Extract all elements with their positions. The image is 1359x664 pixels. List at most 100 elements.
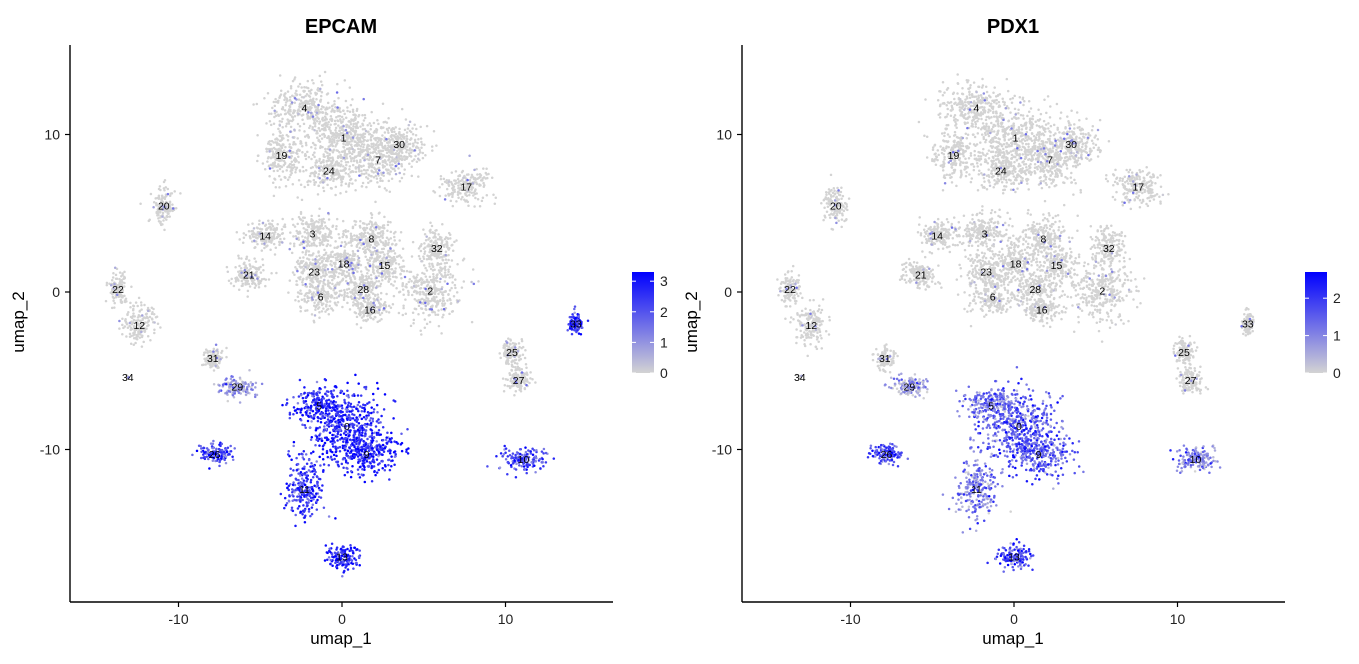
cell-point [471,268,475,271]
cell-point [443,280,447,283]
cell-point [375,177,379,180]
cell-point [425,280,429,283]
cell-point [267,155,270,159]
cell-point [370,223,374,226]
cell-point [135,338,139,341]
cell-point [293,165,296,169]
cell-point [273,115,276,119]
cell-point [510,368,513,372]
cell-point [372,297,376,301]
cell-point [295,279,298,283]
cell-point [295,89,298,93]
cell-point [387,137,391,141]
cell-point [327,255,330,258]
cell-point [318,228,321,231]
cell-point [353,291,357,295]
cell-point [425,278,429,281]
cell-point [400,133,403,137]
cell-point [529,371,532,374]
cell-point [440,285,444,289]
cell-point [295,229,298,233]
cell-point [301,144,304,148]
cell-point [371,292,375,295]
cell-point [111,276,115,279]
cell-point [385,151,389,155]
cell-point [323,386,327,389]
cell-point [390,256,394,260]
cell-point [405,131,409,134]
cell-point [322,217,325,221]
cell-point [334,292,337,296]
cell-point [394,270,397,273]
cell-point [350,159,353,163]
cell-point [345,123,348,127]
cell-point [478,175,482,179]
cell-point [278,96,281,100]
cell-point [460,170,464,174]
cell-point [342,142,345,146]
cell-point [289,113,292,117]
cell-point [283,98,286,102]
cell-point [310,242,314,245]
cell-point [426,283,430,286]
cell-point [119,280,122,283]
cell-point [312,102,316,106]
cell-point [311,153,315,157]
cell-point [383,273,386,276]
cell-point [479,184,482,187]
cell-point [503,384,507,387]
cell-point [314,93,318,96]
cell-point [340,253,343,256]
cell-point [267,140,271,144]
cell-point [166,187,170,191]
cell-point [359,233,363,237]
cell-point [313,221,316,224]
cell-point [382,243,386,246]
cell-point [294,158,298,161]
cell-point [241,241,245,244]
cell-point [112,299,115,302]
cell-point [158,185,162,188]
cell-point [235,231,239,234]
cell-point [326,300,329,304]
cell-point [338,133,342,137]
cell-point [320,437,323,440]
cell-point [442,313,445,317]
cell-point [480,199,484,203]
cell-point [391,163,394,166]
cell-point [399,230,403,234]
cell-point [427,238,430,241]
cell-point [314,147,317,150]
cell-point [291,151,295,154]
cell-point [280,228,284,231]
cell-point [252,103,255,106]
cell-point [373,166,376,169]
cell-point [270,236,274,240]
cell-point [450,286,453,290]
cell-point [408,277,412,281]
cell-point [147,323,150,327]
cell-point [441,293,445,297]
cell-point [346,106,349,109]
cell-point [276,169,279,173]
cell-point [281,170,285,173]
cell-point [374,143,378,147]
cell-point [378,255,381,259]
cell-point [269,248,272,251]
cell-point [132,334,135,337]
cell-point [372,264,375,267]
cell-point [342,298,346,302]
cell-point [383,187,387,190]
cell-point [307,107,311,110]
cell-point [376,320,379,324]
cell-point [315,280,319,283]
cell-point [375,152,378,155]
cell-point [444,243,447,246]
cell-point [358,224,362,228]
cell-point [339,169,342,173]
cell-point [371,285,375,289]
cell-point [309,166,313,170]
cell-point [431,231,435,235]
cell-point [366,177,370,180]
cell-point [360,169,363,173]
